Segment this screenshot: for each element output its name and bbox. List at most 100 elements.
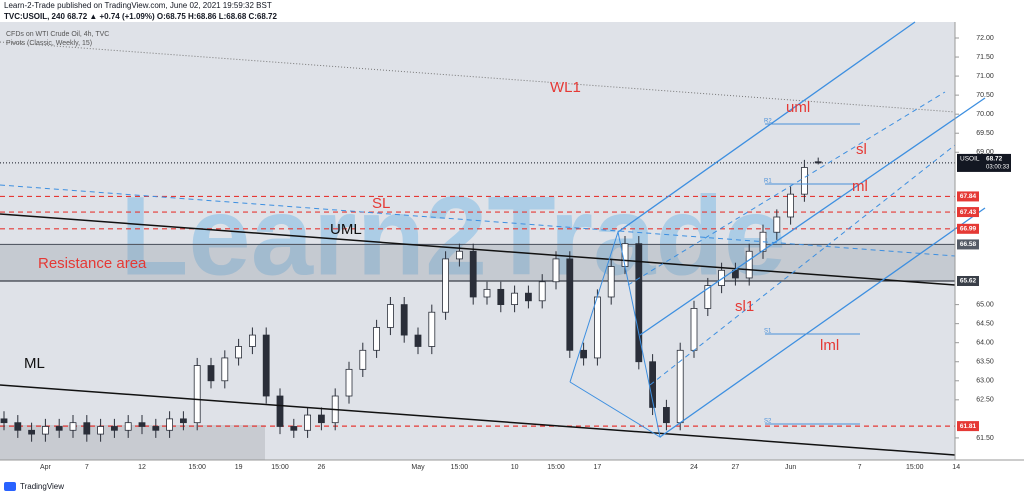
annotation: ml (852, 178, 868, 195)
shade (0, 425, 265, 460)
candle-body (28, 429, 36, 435)
last-countdown: 03:00:33 (986, 164, 1010, 170)
x-tick-label: 15:00 (451, 464, 469, 471)
y-tick-label: 62.50 (976, 397, 994, 404)
candle-body (373, 327, 381, 351)
candle-body (442, 258, 450, 313)
y-tick-label: 63.00 (976, 378, 994, 385)
y-tick-label: 61.50 (976, 435, 994, 442)
x-tick-label: 24 (690, 464, 698, 471)
annotation: UML (330, 221, 362, 238)
level-label: 67.43 (960, 209, 977, 216)
candle-body (42, 426, 49, 435)
x-tick-label: 17 (594, 464, 602, 471)
candle-body (511, 292, 519, 306)
candle-body (359, 349, 367, 370)
annotation: uml (786, 99, 810, 116)
y-tick-label: 63.50 (976, 359, 994, 366)
candle-body (525, 292, 532, 302)
y-tick-label: 70.50 (976, 92, 994, 99)
x-tick-label: May (411, 464, 425, 471)
level-badge (957, 191, 979, 202)
level-badge (957, 207, 979, 218)
x-tick-label: Apr (40, 464, 52, 471)
x-tick-label: 26 (318, 464, 326, 471)
pivot-label: R1 (764, 179, 772, 185)
candle-body (152, 426, 160, 431)
candle-body (414, 334, 422, 347)
pivot-label: S1 (764, 329, 772, 335)
candle-body (773, 216, 781, 233)
candle-body (221, 357, 229, 382)
candle-body (607, 266, 615, 298)
sl-channel (627, 91, 946, 286)
candle-body (166, 418, 174, 431)
x-tick-label: 27 (732, 464, 740, 471)
level-badge (957, 421, 979, 432)
candle-body (690, 308, 698, 351)
candle-body (704, 285, 712, 309)
candle-body (83, 422, 91, 435)
level-badge (957, 275, 979, 286)
sl1-channel (649, 144, 956, 386)
candle-body (14, 422, 22, 431)
footer: TradingView (20, 482, 64, 491)
publisher: Learn-2-Trade published on TradingView.c… (4, 1, 272, 10)
annotation: ML (24, 355, 45, 372)
candle-body (801, 167, 808, 195)
candle-body (483, 288, 491, 298)
candle-body (635, 243, 643, 363)
last-symbol: USOIL (960, 156, 980, 163)
y-tick-label: 69.00 (976, 149, 994, 156)
candle-body (538, 281, 546, 302)
annotation: SL (372, 195, 390, 212)
x-tick-label: 12 (138, 464, 146, 471)
candle-body (469, 250, 477, 298)
ml-channel (639, 97, 986, 336)
x-tick-label: 19 (235, 464, 243, 471)
candle-body (55, 426, 63, 431)
logo (4, 482, 16, 491)
candle-body (207, 365, 215, 382)
candle-body (97, 426, 104, 435)
y-tick-label: 64.50 (976, 320, 994, 327)
candle-body (111, 426, 118, 431)
candle-body (428, 311, 436, 347)
candle-body (124, 422, 132, 431)
resistance-area (0, 244, 955, 281)
plot-bg (0, 22, 955, 460)
x-tick-label: Jun (785, 464, 796, 471)
level-badge (957, 223, 979, 234)
level-label: 66.99 (960, 226, 977, 233)
candle-body (304, 414, 312, 431)
candle-body (179, 418, 187, 424)
candle-body (455, 250, 463, 260)
candle-body (552, 258, 560, 283)
pivot-label: R2 (764, 119, 772, 125)
candle-body (317, 414, 325, 424)
x-tick-label: 15:00 (547, 464, 565, 471)
candle-body (0, 418, 8, 424)
candle-body (594, 296, 601, 359)
ml-line (0, 384, 956, 456)
candle-body (248, 334, 256, 347)
y-tick-label: 64.00 (976, 340, 994, 347)
pivot-label: S2 (764, 419, 772, 425)
candle-body (580, 349, 587, 359)
uml-line (0, 213, 956, 286)
candle-body (787, 193, 794, 218)
x-tick-label: 15:00 (271, 464, 289, 471)
candle-body (566, 258, 574, 351)
candle-body (138, 422, 146, 427)
candle-body (400, 304, 408, 336)
candle-body (663, 407, 670, 424)
candle-body (732, 269, 739, 279)
annotation: lml (820, 337, 839, 354)
x-tick-label: 7 (858, 464, 862, 471)
candle-body (193, 365, 201, 424)
drawings (0, 21, 986, 456)
level-label: 65.62 (960, 278, 977, 285)
candle-body (345, 368, 353, 397)
candle-body (276, 395, 284, 427)
